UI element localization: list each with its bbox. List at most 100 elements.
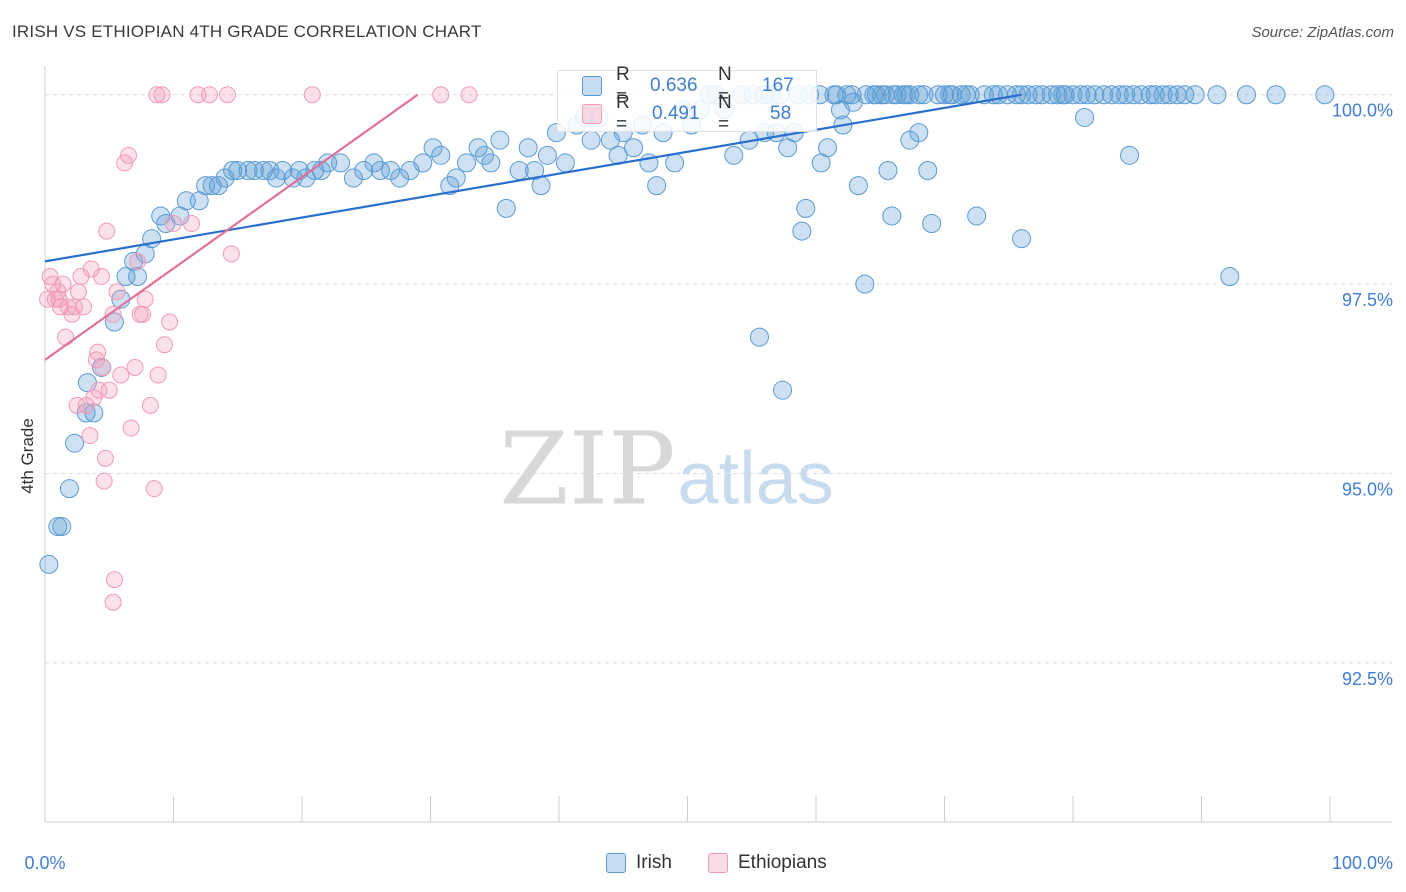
irish-point (935, 85, 954, 105)
legend-item-ethiopians[interactable]: Ethiopians (708, 852, 827, 874)
chart-source: Source: ZipAtlas.com (1251, 24, 1394, 41)
irish-point (1220, 267, 1240, 287)
ethiopians-trend-line (44, 93, 419, 361)
ethiopians-point (148, 86, 166, 104)
legend-irish-label: Irish (636, 852, 672, 873)
legend-ethiopians-swatch (708, 853, 728, 873)
stats-eth-n-value: 58 (770, 103, 792, 124)
irish-point (900, 130, 920, 150)
stats-irish-r-label: R = (616, 64, 630, 107)
irish-point (52, 517, 72, 537)
irish-point (413, 153, 433, 173)
y-tick-label: 100.0% (1332, 101, 1393, 121)
irish-point (555, 153, 575, 173)
y-tick-label: 92.5% (1342, 669, 1393, 689)
irish-point (796, 198, 816, 218)
irish-point (1120, 145, 1140, 165)
stats-legend: R = 0.636 N = 167 R = 0.491 N = 58 (557, 64, 817, 135)
irish-point (842, 85, 862, 105)
ethiopians-point (149, 366, 167, 384)
irish-point (940, 85, 960, 105)
irish-point (827, 85, 847, 105)
irish-point (223, 160, 243, 180)
irish-point (390, 168, 410, 188)
ethiopians-point (182, 215, 200, 233)
irish-point (39, 554, 59, 574)
irish-point (456, 153, 476, 173)
irish-point (124, 251, 144, 271)
irish-point (364, 153, 384, 173)
irish-point (266, 168, 286, 188)
legend-irish-swatch (606, 853, 626, 873)
ethiopians-point (90, 381, 108, 399)
irish-point (481, 153, 501, 173)
ethiopians-point (129, 252, 147, 270)
stats-irish-n-value: 167 (762, 75, 794, 96)
irish-point (1053, 85, 1073, 105)
irish-point (1159, 85, 1179, 105)
irish-point (1236, 85, 1256, 105)
y-axis-label: 4th Grade (18, 418, 37, 494)
irish-point (468, 138, 488, 158)
irish-point (343, 168, 363, 188)
legend-ethiopians-label: Ethiopians (738, 852, 827, 873)
ethiopians-point (145, 480, 163, 498)
irish-point (665, 153, 685, 173)
ethiopians-point (54, 275, 72, 293)
irish-point (956, 85, 976, 105)
ethiopians-point (136, 290, 154, 308)
stats-irish-swatch (582, 76, 602, 96)
ethiopians-point (303, 86, 321, 104)
ethiopians-point (93, 268, 111, 286)
ethiopians-point (200, 86, 218, 104)
irish-point (1145, 85, 1165, 105)
ethiopians-point (81, 427, 99, 445)
ethiopians-point (94, 358, 112, 376)
irish-point (724, 145, 744, 165)
irish-point (1041, 85, 1061, 105)
irish-point (1116, 85, 1136, 105)
ethiopians-point (100, 381, 118, 399)
irish-point (647, 176, 667, 196)
irish-point (440, 176, 460, 196)
irish-point (581, 130, 601, 150)
irish-point (273, 160, 293, 180)
irish-point (1063, 85, 1083, 105)
ethiopians-point (104, 593, 122, 611)
ethiopians-point (95, 472, 113, 490)
irish-point (1012, 229, 1032, 249)
irish-point (537, 145, 557, 165)
irish-point (918, 160, 938, 180)
irish-point (354, 160, 374, 180)
ethiopians-point (134, 305, 152, 323)
irish-point (848, 176, 868, 196)
irish-point (928, 85, 948, 105)
ethiopians-point (156, 336, 174, 354)
legend-item-irish[interactable]: Irish (606, 852, 672, 874)
watermark-zip: ZIP (499, 411, 675, 528)
irish-point (490, 130, 510, 150)
ethiopians-point (98, 222, 116, 240)
ethiopians-point (89, 343, 107, 361)
irish-point (875, 85, 895, 105)
stats-eth-swatch (582, 104, 602, 124)
irish-point (518, 138, 538, 158)
irish-point (370, 160, 390, 180)
ethiopians-point (69, 283, 87, 301)
ethiopians-point (68, 396, 86, 414)
ethiopians-point (189, 86, 207, 104)
ethiopians-point (153, 86, 171, 104)
irish-point (1109, 85, 1129, 105)
x-tick-label-min: 0.0% (24, 853, 65, 873)
ethiopians-point (75, 298, 93, 316)
ethiopians-point (59, 298, 77, 316)
y-tick-label: 95.0% (1342, 480, 1393, 500)
ethiopians-point (108, 283, 126, 301)
irish-point (843, 92, 863, 112)
irish-point (1048, 85, 1068, 105)
ethiopians-point (141, 396, 159, 414)
irish-point (65, 433, 85, 453)
irish-point (1026, 85, 1046, 105)
ethiopians-point (126, 358, 144, 376)
